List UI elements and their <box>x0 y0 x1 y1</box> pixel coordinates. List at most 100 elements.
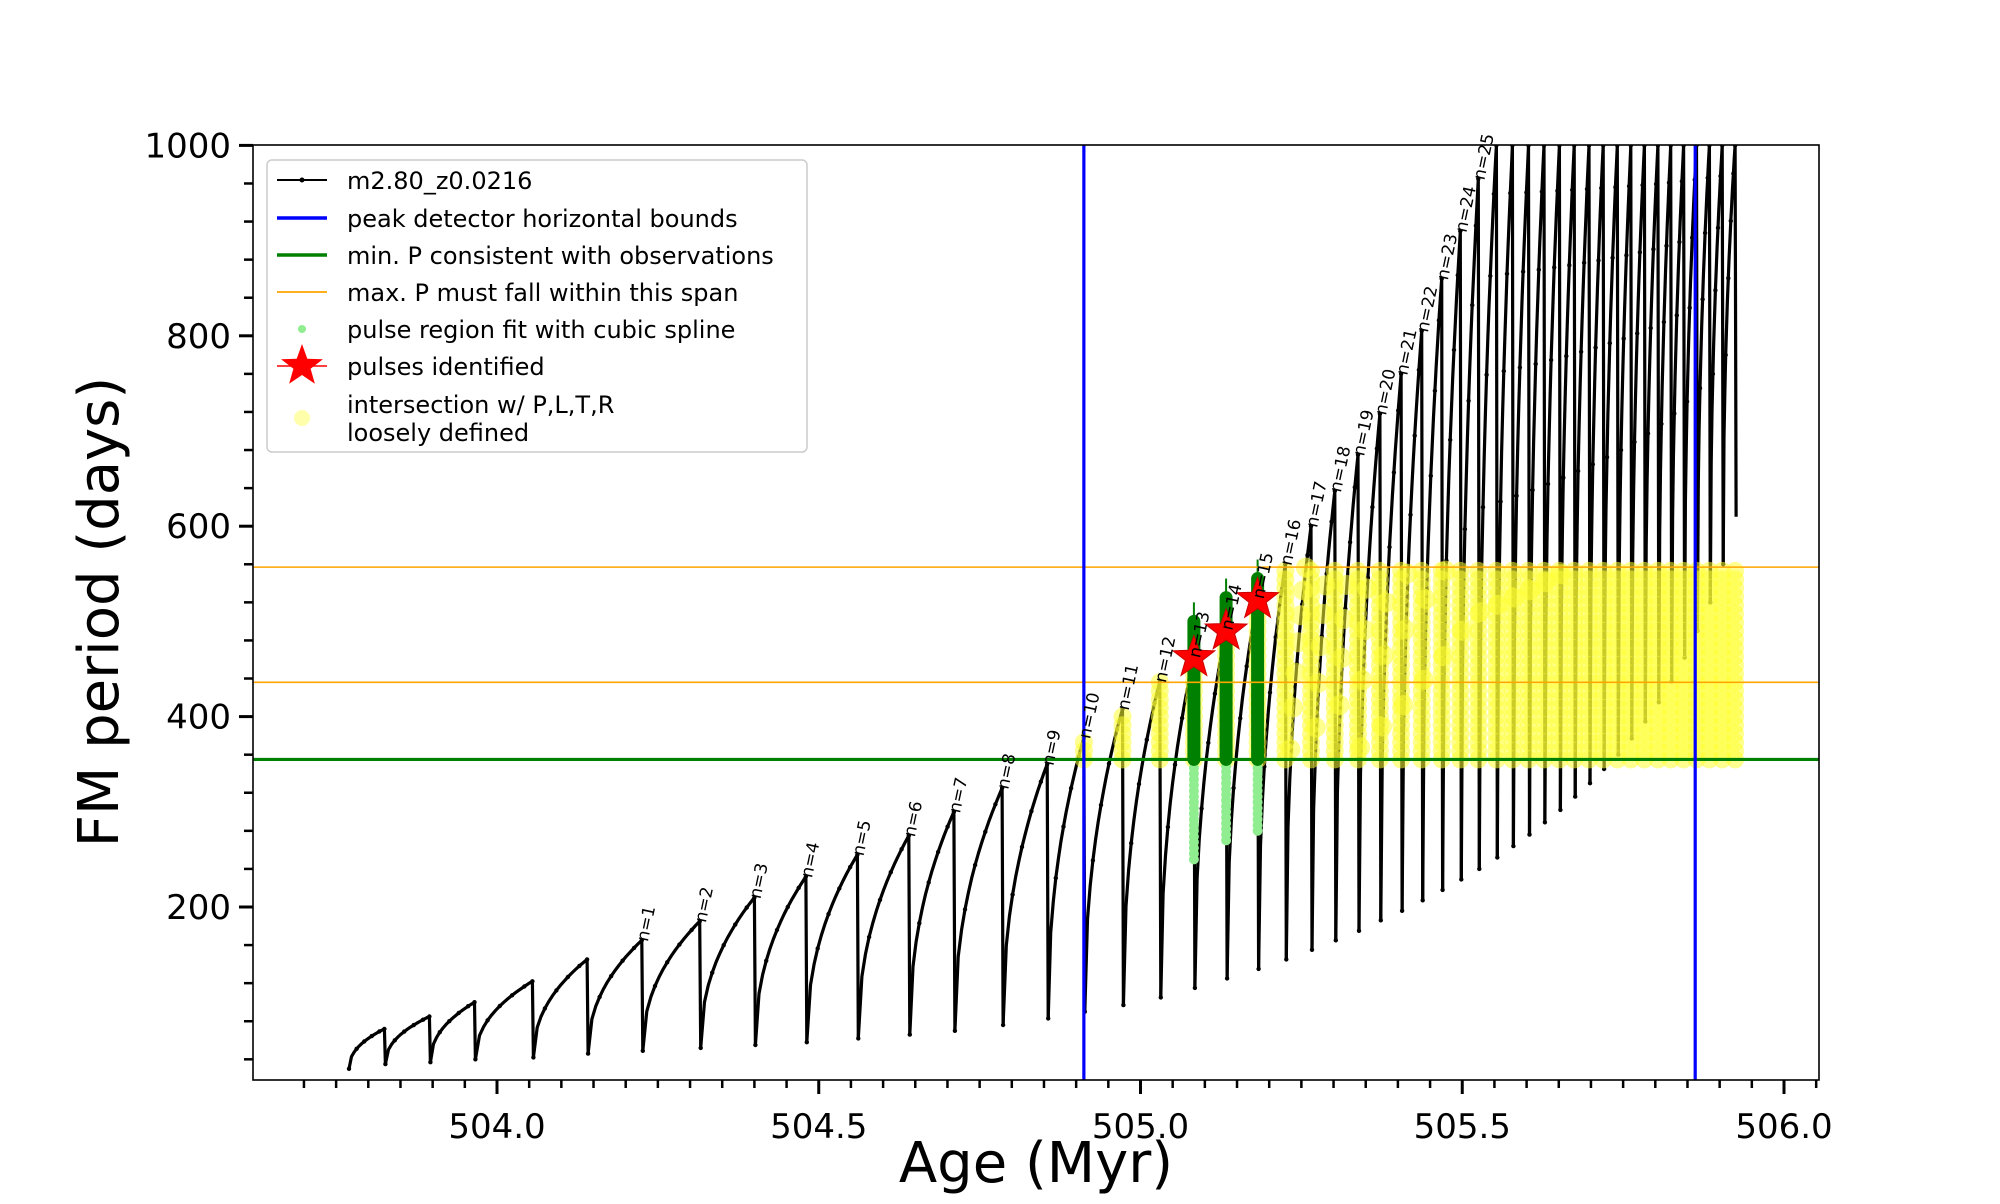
intersection-marker <box>1413 669 1434 690</box>
track-marker <box>1179 715 1185 721</box>
legend-label-line2: loosely defined <box>347 419 529 447</box>
track-marker <box>652 983 658 989</box>
track-segment <box>531 957 590 1058</box>
track-marker <box>1666 180 1672 185</box>
track-marker <box>1470 302 1475 308</box>
legend-label: pulse region fit with cubic spline <box>347 316 735 344</box>
pulses-identified-layer <box>1171 576 1280 677</box>
intersection-marker <box>1470 602 1491 623</box>
track-marker <box>1517 365 1523 370</box>
track-marker <box>1536 267 1542 272</box>
y-tick-label: 600 <box>166 507 231 547</box>
track-marker <box>962 907 968 912</box>
track-marker <box>1498 499 1503 504</box>
track-marker <box>1309 947 1315 952</box>
track-marker <box>815 946 820 951</box>
y-tick-label: 1000 <box>144 126 231 166</box>
track-segment <box>753 874 809 1046</box>
track-segment <box>1527 145 1547 835</box>
track-segment <box>856 834 912 1039</box>
pulse-number-label: n=7 <box>945 776 972 815</box>
track-marker <box>437 1030 442 1035</box>
track-segment <box>641 919 703 1051</box>
intersection-marker <box>1395 619 1416 640</box>
track-marker <box>1398 371 1404 377</box>
track-marker <box>382 1026 387 1032</box>
track-marker <box>1501 368 1507 374</box>
intersection-marker <box>1415 589 1436 609</box>
track-marker <box>1713 288 1718 293</box>
track-marker <box>402 1029 407 1034</box>
track-marker <box>585 1051 591 1056</box>
track-marker <box>1396 408 1401 413</box>
track-marker <box>1206 740 1211 745</box>
pulse-number-label: n=1 <box>633 904 660 943</box>
track-marker <box>392 1038 397 1043</box>
track-marker <box>1121 1002 1126 1008</box>
track-marker <box>1530 487 1535 493</box>
intersection-marker <box>1305 717 1326 738</box>
intersection-marker <box>1393 695 1414 716</box>
track-marker <box>1038 779 1044 784</box>
track-marker <box>1705 175 1710 181</box>
track-marker <box>1495 855 1500 860</box>
track-marker <box>951 809 957 814</box>
track-marker <box>866 934 872 940</box>
track-segment <box>1657 145 1674 703</box>
track-marker <box>1377 411 1383 417</box>
track-marker <box>1520 269 1526 274</box>
track-marker <box>1244 664 1249 669</box>
track-marker <box>804 1040 809 1045</box>
track-marker <box>1618 447 1624 453</box>
track-marker <box>1480 505 1486 510</box>
intersection-marker <box>1376 592 1397 613</box>
intersection-marker <box>1374 645 1395 666</box>
pulse-number-label: n=20 <box>1371 367 1400 417</box>
track-marker <box>1539 189 1545 194</box>
intersection-marker <box>1352 670 1373 691</box>
track-marker <box>1129 841 1134 846</box>
pulse-number-label: n=12 <box>1151 635 1180 685</box>
track-marker <box>1419 328 1424 334</box>
track-marker <box>888 870 893 875</box>
track-marker <box>466 1004 471 1009</box>
track-segment <box>1616 145 1634 755</box>
track-marker <box>1136 781 1142 787</box>
track-marker <box>1645 431 1651 436</box>
track-marker <box>1106 761 1112 766</box>
track-marker <box>1387 544 1392 550</box>
track-marker <box>565 974 571 980</box>
track-segment <box>428 1000 477 1063</box>
track-marker <box>1504 271 1510 276</box>
track-marker <box>1399 908 1405 913</box>
track-marker <box>907 1032 912 1037</box>
track-marker <box>1555 188 1560 193</box>
track-marker <box>1624 253 1629 258</box>
track-marker <box>472 1000 477 1005</box>
track-marker <box>542 1006 548 1011</box>
track-marker <box>1212 691 1218 696</box>
track-segment <box>1543 145 1562 823</box>
track-marker <box>710 970 715 975</box>
track-marker <box>1590 462 1596 467</box>
track-marker <box>1596 258 1601 263</box>
track-marker <box>1610 255 1615 260</box>
track-marker <box>1439 276 1444 281</box>
track-marker <box>1451 347 1457 353</box>
track-segment <box>1695 145 1712 631</box>
track-marker <box>753 1042 758 1048</box>
intersection-marker <box>1350 737 1371 758</box>
track-marker <box>1010 892 1015 897</box>
track-marker <box>697 919 702 924</box>
track-marker <box>1256 966 1261 972</box>
track-marker <box>584 957 590 962</box>
track-segment <box>908 810 957 1035</box>
intersection-marker <box>1469 561 1488 580</box>
track-marker <box>1584 186 1590 192</box>
x-tick-label: 504.0 <box>448 1107 545 1147</box>
track-marker <box>1484 372 1489 377</box>
track-marker <box>1165 824 1171 830</box>
track-marker <box>383 1061 388 1067</box>
track-marker <box>485 1018 490 1023</box>
x-tick-label: 505.5 <box>1414 1107 1511 1147</box>
